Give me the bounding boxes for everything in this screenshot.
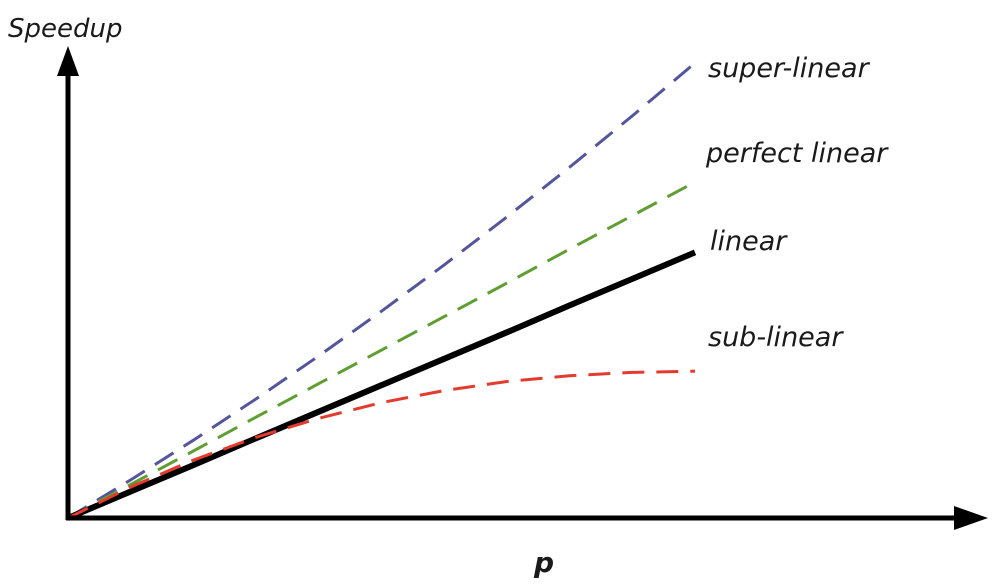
series-line-perfect-linear: [67, 180, 696, 520]
y-axis-arrowhead: [57, 46, 79, 76]
series-label-linear: linear: [710, 226, 788, 257]
series-label-super-linear: super-linear: [708, 53, 871, 84]
y-axis-label: Speedup: [8, 14, 123, 44]
series-labels: super-linear perfect linear linear sub-line…: [705, 53, 889, 353]
series-label-perfect-linear: perfect linear: [705, 138, 889, 169]
series-line-super-linear: [67, 61, 696, 520]
x-axis-arrowhead: [954, 506, 988, 530]
series-layer: [66, 61, 697, 521]
series-line-sub-linear: [67, 369, 696, 520]
series-label-sub-linear: sub-linear: [708, 322, 844, 353]
series-line-linear: [66, 249, 697, 521]
x-axis-label: p: [533, 546, 554, 579]
